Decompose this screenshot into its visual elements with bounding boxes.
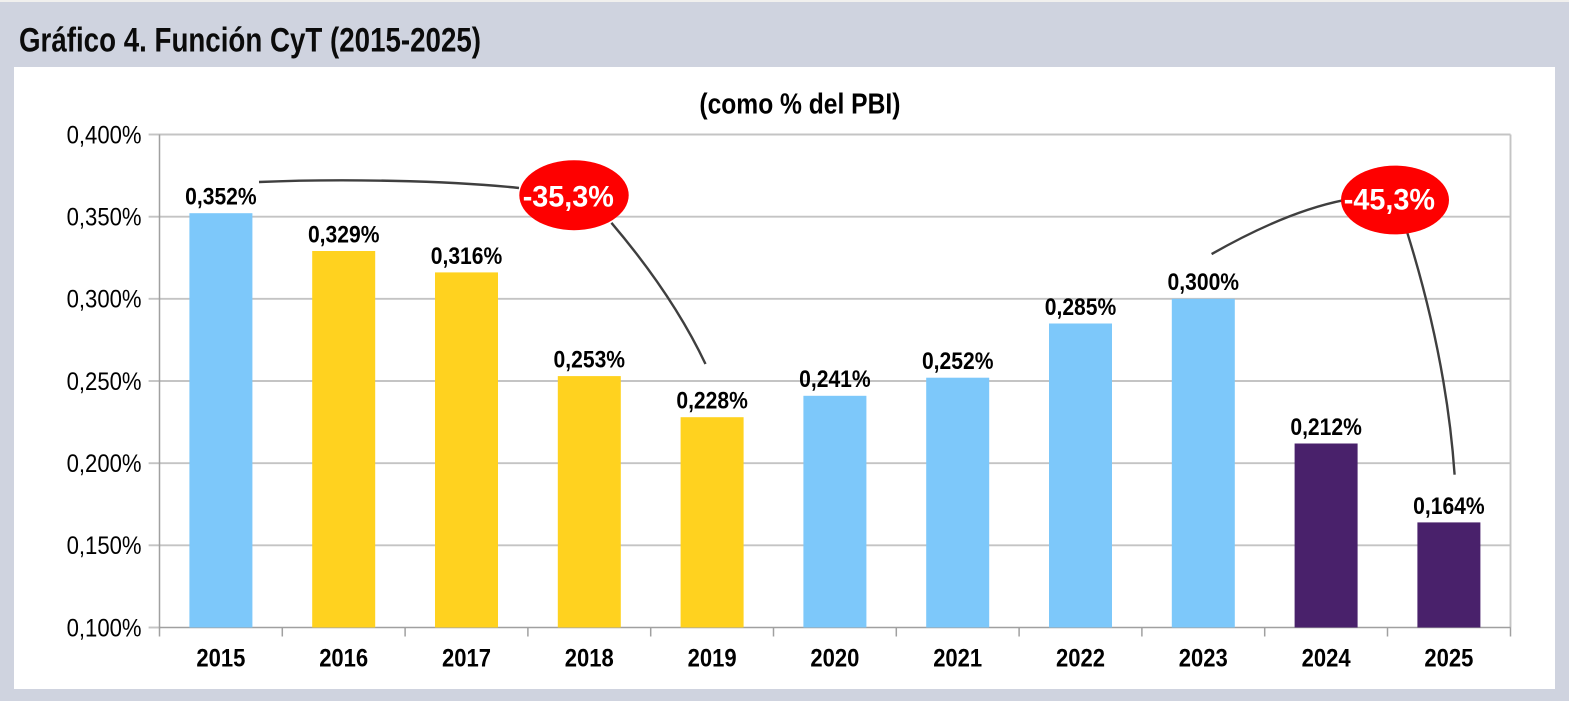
- svg-text:0,253%: 0,253%: [554, 347, 626, 374]
- svg-text:0,252%: 0,252%: [922, 348, 994, 375]
- svg-text:0,164%: 0,164%: [1413, 493, 1485, 520]
- svg-text:0,316%: 0,316%: [431, 243, 503, 270]
- svg-text:2017: 2017: [442, 644, 491, 672]
- svg-text:0,228%: 0,228%: [676, 388, 748, 415]
- svg-text:0,285%: 0,285%: [1045, 294, 1117, 321]
- svg-text:Gráfico 4. Función CyT (2015-2: Gráfico 4. Función CyT (2015-2025): [19, 21, 481, 59]
- svg-text:0,150%: 0,150%: [67, 532, 142, 560]
- svg-text:2024: 2024: [1302, 644, 1351, 672]
- svg-text:2023: 2023: [1179, 644, 1228, 672]
- svg-text:0,100%: 0,100%: [67, 614, 142, 642]
- svg-text:2015: 2015: [196, 644, 245, 672]
- svg-text:0,350%: 0,350%: [67, 204, 142, 232]
- svg-text:2021: 2021: [933, 644, 982, 672]
- svg-text:2020: 2020: [810, 644, 859, 672]
- svg-text:2022: 2022: [1056, 644, 1105, 672]
- svg-text:0,212%: 0,212%: [1290, 414, 1362, 441]
- svg-text:0,241%: 0,241%: [799, 366, 871, 393]
- svg-text:2018: 2018: [565, 644, 614, 672]
- svg-text:0,200%: 0,200%: [67, 450, 142, 478]
- svg-text:0,400%: 0,400%: [67, 121, 142, 149]
- svg-text:(como % del PBI): (como % del PBI): [699, 89, 900, 121]
- svg-text:0,352%: 0,352%: [185, 184, 257, 211]
- svg-text:2016: 2016: [319, 644, 368, 672]
- svg-text:0,250%: 0,250%: [67, 368, 142, 396]
- svg-text:0,329%: 0,329%: [308, 221, 380, 248]
- svg-text:-35,3%: -35,3%: [523, 181, 614, 214]
- svg-text:0,300%: 0,300%: [1168, 269, 1240, 296]
- svg-text:0,300%: 0,300%: [67, 286, 142, 314]
- svg-text:2025: 2025: [1424, 644, 1473, 672]
- svg-text:-45,3%: -45,3%: [1344, 184, 1435, 217]
- svg-text:2019: 2019: [688, 644, 737, 672]
